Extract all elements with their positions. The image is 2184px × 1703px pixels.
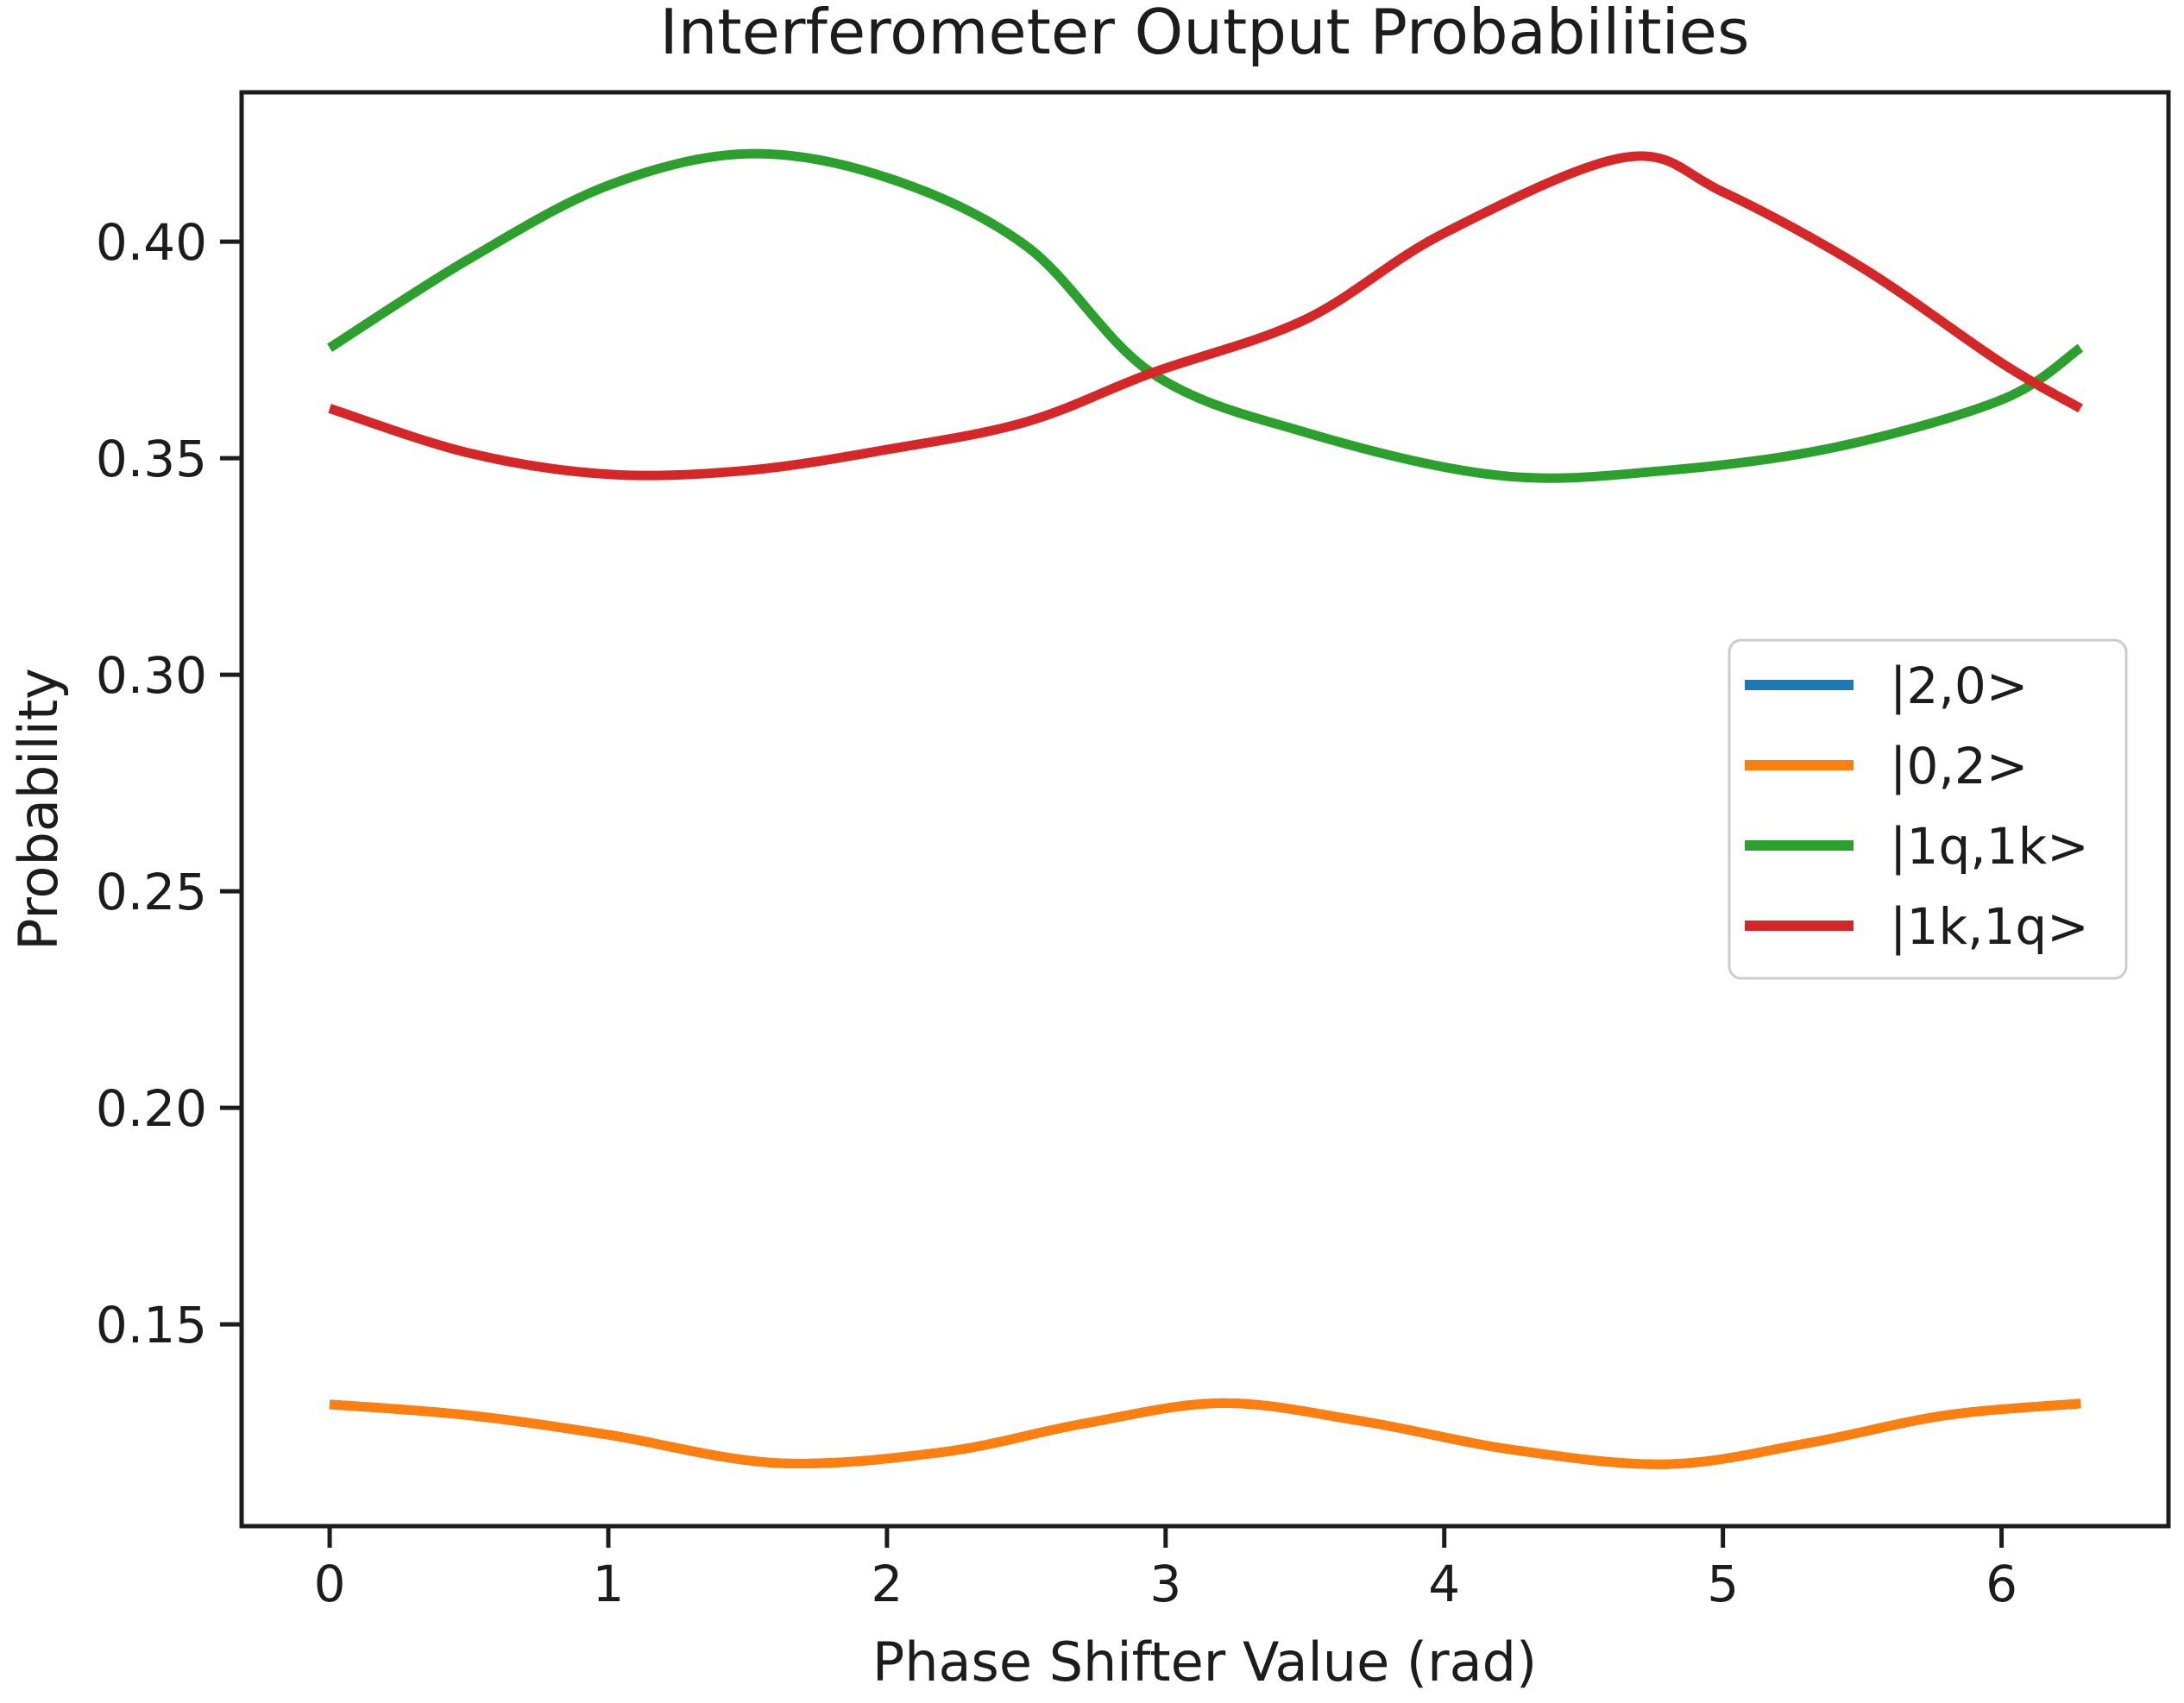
chart-title: Interferometer Output Probabilities [660, 0, 1750, 68]
legend-label-0: |2,0> [1890, 657, 2028, 715]
x-tick-label: 0 [314, 1555, 346, 1613]
x-tick-label: 4 [1428, 1555, 1460, 1613]
x-tick-label: 5 [1707, 1555, 1739, 1613]
legend-box [1728, 638, 2128, 980]
x-axis-ticks: 0 1 2 3 4 5 6 [314, 1526, 2017, 1613]
plot-frame [239, 90, 2171, 1529]
legend-label-1: |0,2> [1890, 737, 2028, 795]
y-tick-label: 0.25 [96, 863, 207, 921]
legend: |2,0> |0,2> |1q,1k> |1k,1q> [1728, 638, 2128, 980]
x-tick-label: 3 [1149, 1555, 1181, 1613]
series-line-1 [329, 1398, 2081, 1469]
y-tick-label: 0.20 [96, 1079, 207, 1138]
series-line-3 [328, 151, 2083, 481]
x-tick-label: 6 [1986, 1555, 2017, 1613]
y-axis-label: Probability [7, 668, 70, 951]
series-lines [327, 148, 2084, 1469]
y-tick-label: 0.35 [96, 430, 207, 488]
x-tick-label: 1 [593, 1555, 625, 1613]
y-tick-label: 0.15 [96, 1296, 207, 1354]
legend-label-3: |1k,1q> [1890, 897, 2089, 956]
x-axis-label: Phase Shifter Value (rad) [872, 1631, 1537, 1694]
y-axis-ticks: 0.15 0.20 0.25 0.30 0.35 0.40 [96, 213, 242, 1354]
legend-label-2: |1q,1k> [1890, 817, 2089, 876]
y-tick-label: 0.30 [96, 646, 207, 705]
y-tick-label: 0.40 [96, 213, 207, 272]
x-tick-label: 2 [871, 1555, 903, 1613]
